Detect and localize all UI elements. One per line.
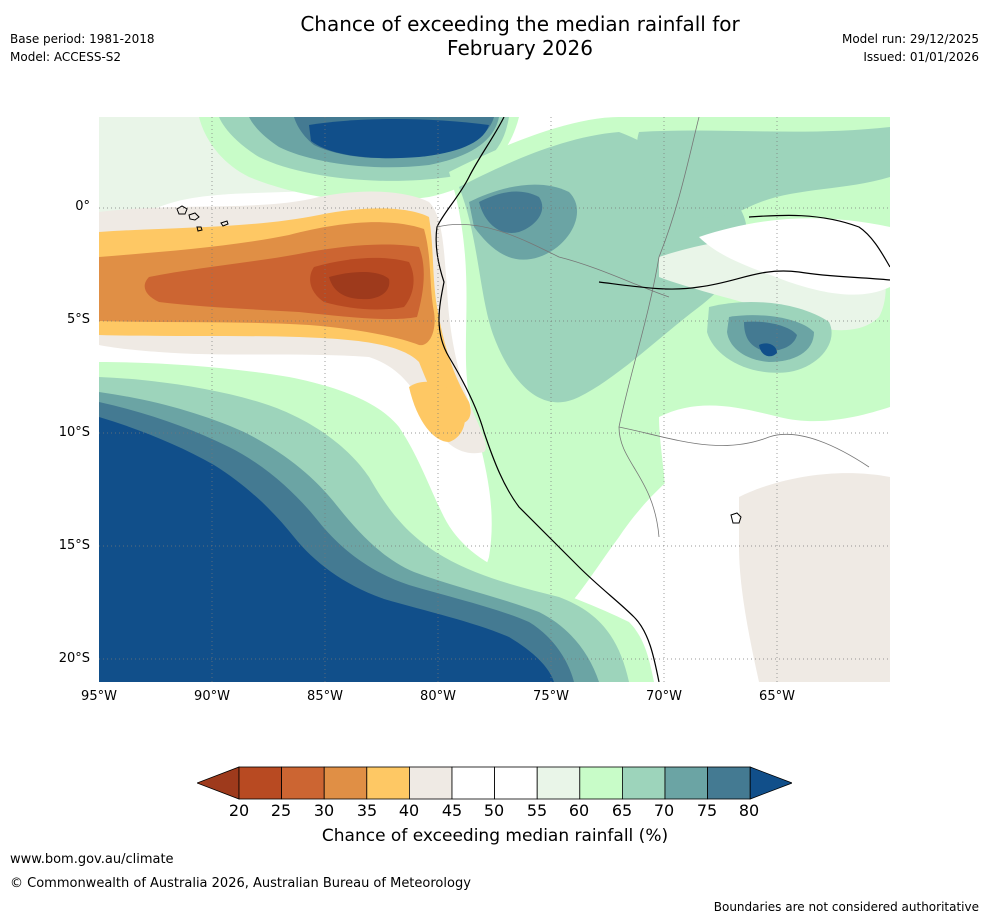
colorbar-swatch xyxy=(238,766,282,800)
colorbar-swatch xyxy=(197,766,240,800)
lat-label-20s: 20°S xyxy=(58,651,90,666)
colorbar-tick-55: 55 xyxy=(526,801,548,820)
lon-label-65w: 65°W xyxy=(759,689,795,704)
issued-date: Issued: 01/01/2026 xyxy=(863,50,979,64)
colorbar-tick-80: 80 xyxy=(738,801,760,820)
colorbar-tick-45: 45 xyxy=(441,801,463,820)
colorbar-swatch xyxy=(621,766,666,800)
lon-label-70w: 70°W xyxy=(646,689,682,704)
region-35-40-peru-coast xyxy=(409,381,466,442)
website-link[interactable]: www.bom.gov.au/climate xyxy=(10,852,174,867)
colorbar-swatch xyxy=(707,766,751,800)
colorbar-tick-70: 70 xyxy=(653,801,675,820)
country-boundaries xyxy=(436,117,870,538)
lat-label-10s: 10°S xyxy=(58,425,90,440)
lon-label-80w: 80°W xyxy=(420,689,456,704)
lat-label-15s: 15°S xyxy=(58,538,90,553)
region-40-45-altiplano xyxy=(739,473,890,682)
disclaimer: Boundaries are not considered authoritat… xyxy=(713,900,979,914)
model-run: Model run: 29/12/2025 xyxy=(841,32,979,46)
colorbar-swatch xyxy=(664,766,708,800)
lon-label-85w: 85°W xyxy=(307,689,343,704)
colorbar-tick-75: 75 xyxy=(696,801,718,820)
colorbar-swatch xyxy=(323,766,368,800)
lake-titicaca xyxy=(730,512,742,524)
page-title: Chance of exceeding the median rainfall … xyxy=(240,12,800,60)
colorbar-tick-30: 30 xyxy=(313,801,335,820)
lon-label-90w: 90°W xyxy=(194,689,230,704)
region-over-80-north xyxy=(309,119,489,159)
colorbar-swatch xyxy=(536,766,581,800)
lat-label-5s: 5°S xyxy=(66,312,90,327)
region-75-80-amazon xyxy=(744,321,797,352)
rainfall-map xyxy=(99,117,890,682)
colorbar-swatch xyxy=(451,766,495,800)
amazon-river xyxy=(598,214,890,290)
colorbar xyxy=(197,766,792,800)
colorbar-swatch xyxy=(408,766,453,800)
colorbar-swatch xyxy=(366,766,410,800)
colorbar-tick-40: 40 xyxy=(398,801,420,820)
colorbar-swatch xyxy=(494,766,538,800)
lon-label-75w: 75°W xyxy=(533,689,569,704)
colorbar-tick-35: 35 xyxy=(356,801,378,820)
region-over-80-amazon xyxy=(759,343,777,357)
region-65-70-northeast xyxy=(637,127,890,218)
title-line-1: Chance of exceeding the median rainfall … xyxy=(300,12,740,36)
galapagos-islands xyxy=(176,205,229,232)
colorbar-tick-50: 50 xyxy=(483,801,505,820)
colorbar-swatch xyxy=(281,766,325,800)
colorbar-label: Chance of exceeding median rainfall (%) xyxy=(321,826,669,846)
colorbar-tick-20: 20 xyxy=(228,801,250,820)
base-period: Base period: 1981-2018 xyxy=(10,32,155,46)
lat-label-0: 0° xyxy=(75,199,90,214)
region-75-80-andes xyxy=(479,191,543,233)
colorbar-swatch xyxy=(749,766,792,800)
colorbar-tick-60: 60 xyxy=(568,801,590,820)
region-45-55-amazon xyxy=(699,218,890,295)
region-over-80-south-pacific xyxy=(99,417,554,682)
model-name: Model: ACCESS-S2 xyxy=(10,50,122,64)
region-below-20-equatorial xyxy=(329,271,390,300)
colorbar-swatch xyxy=(579,766,623,800)
lon-label-95w: 95°W xyxy=(81,689,117,704)
colorbar-tick-25: 25 xyxy=(270,801,292,820)
coastline xyxy=(435,117,660,682)
colorbar-tick-65: 65 xyxy=(611,801,633,820)
title-line-2: February 2026 xyxy=(447,36,593,60)
copyright: © Commonwealth of Australia 2026, Austra… xyxy=(10,876,471,891)
